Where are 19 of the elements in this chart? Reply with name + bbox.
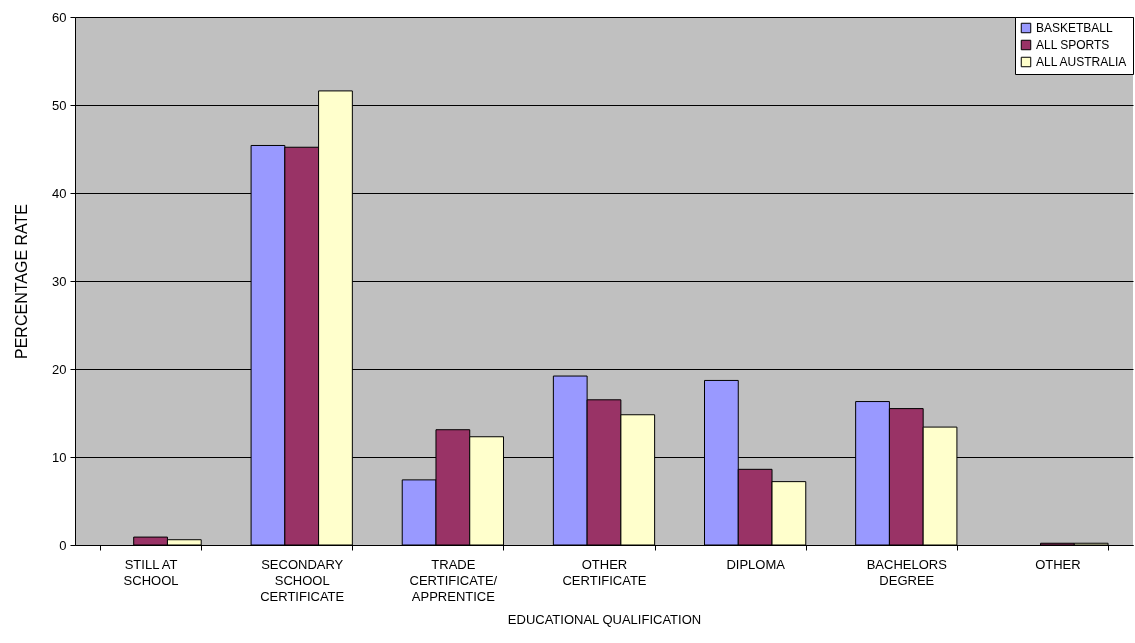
legend-label: BASKETBALL xyxy=(1036,21,1114,35)
x-tick-label: STILL AT SCHOOL xyxy=(123,556,179,588)
x-axis-title: EDUCATIONAL QUALIFICATION xyxy=(507,611,702,627)
legend-label: ALL SPORTS xyxy=(1036,38,1110,52)
y-axis-title: PERCENTAGE RATE xyxy=(13,204,31,359)
legend-label: ALL AUSTRALIA xyxy=(1036,55,1127,69)
x-tick-label: BACHELORS DEGREE xyxy=(866,556,948,588)
y-tick-label: 10 xyxy=(52,449,67,465)
x-tick-label: TRADE CERTIFICATE/APPRENTICE xyxy=(409,556,498,604)
y-tick-label: 60 xyxy=(52,9,67,25)
y-tick-label: 50 xyxy=(52,97,67,113)
y-tick-label: 0 xyxy=(59,537,67,553)
x-tick-label: OTHER CERTIFICATE xyxy=(562,556,647,588)
x-tick-label: DIPLOMA xyxy=(726,556,786,572)
x-tick-label: SECONDARY SCHOOL CERTIFICATE xyxy=(260,556,345,604)
y-tick-label: 40 xyxy=(52,185,67,201)
y-tick-label: 20 xyxy=(52,361,67,377)
y-tick-label: 30 xyxy=(52,273,67,289)
x-tick-label: OTHER xyxy=(1035,556,1081,572)
